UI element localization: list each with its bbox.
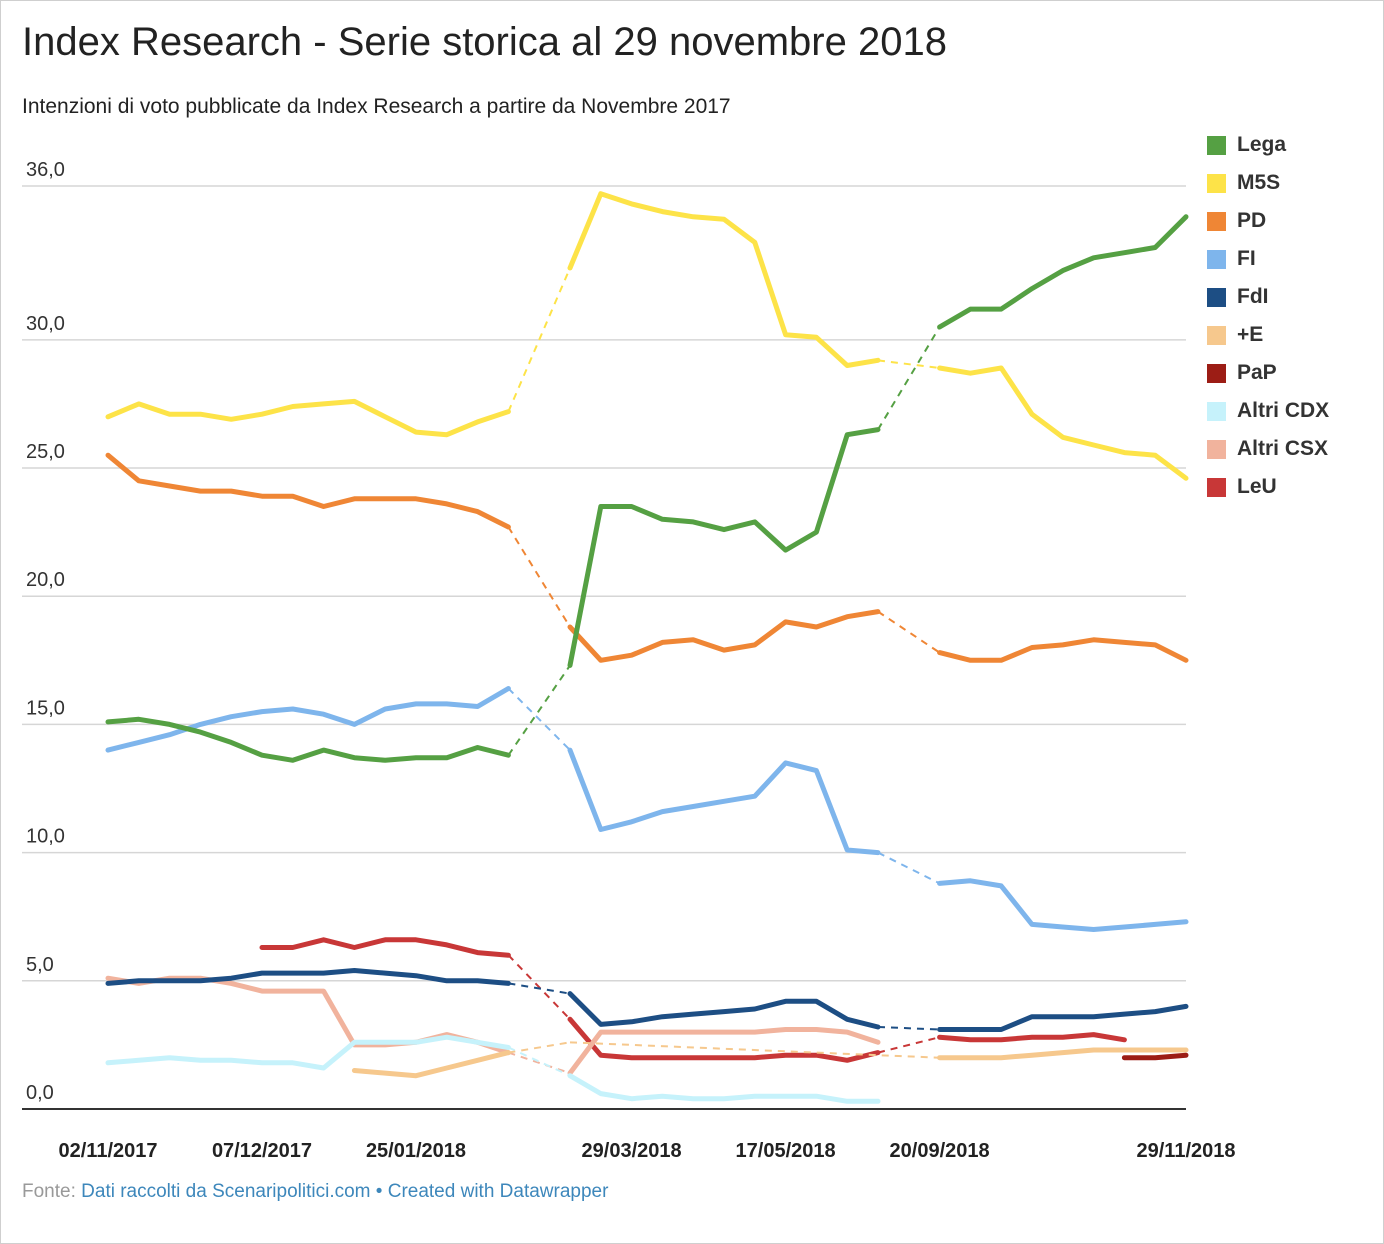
legend-item-altri-cdx: Altri CDX <box>1207 392 1377 430</box>
series-line-leu <box>259 937 511 958</box>
footer-separator: • <box>375 1181 383 1202</box>
series-line-e <box>351 1050 511 1079</box>
series-gap-connector-m5s <box>877 359 940 370</box>
series-gap-connector-pd <box>877 610 941 654</box>
legend-swatch <box>1207 249 1226 269</box>
series-gap-connector-fi <box>507 687 571 751</box>
legend-swatch <box>1207 439 1226 459</box>
legend-swatch <box>1207 173 1226 193</box>
series-line-altri-cdx <box>105 1034 511 1071</box>
series-gap-connector-altri-csx <box>508 1051 571 1075</box>
series-line-pap <box>1121 1052 1189 1061</box>
y-axis-ticks: 0,0 5,0 10,0 15,0 20,0 25,0 30,0 36,0 <box>26 159 65 1104</box>
legend: Lega M5S PD FI FdI +E PaP Altri CDX Altri CSX LeU <box>1207 126 1377 506</box>
legend-swatch <box>1207 287 1226 307</box>
series-line-altri-cdx <box>567 1073 881 1104</box>
series-line-lega <box>937 214 1189 330</box>
x-tick-label: 20/09/2018 <box>890 1140 990 1162</box>
legend-label: M5S <box>1237 171 1281 194</box>
series-line-fdi <box>937 1003 1189 1032</box>
series-line-leu <box>567 1016 881 1063</box>
series-line-lega <box>567 427 881 668</box>
legend-item-pap: PaP <box>1207 354 1377 392</box>
datawrapper-link[interactable]: Created with Datawrapper <box>387 1181 609 1202</box>
series-line-altri-csx <box>567 1027 881 1076</box>
gridlines <box>22 185 1186 1110</box>
legend-item-fdi: FdI <box>1207 278 1377 316</box>
legend-item-e: +E <box>1207 316 1377 354</box>
series-line-m5s <box>567 191 881 368</box>
chart-subtitle: Intenzioni di voto pubblicate da Index R… <box>22 95 731 118</box>
series-gap-connector-fdi <box>508 982 571 995</box>
legend-label: LeU <box>1237 475 1277 498</box>
series-line-pd <box>567 609 881 663</box>
x-tick-label: 17/05/2018 <box>736 1140 836 1162</box>
legend-label: FI <box>1237 247 1256 270</box>
legend-swatch <box>1207 477 1226 497</box>
legend-item-lega: Lega <box>1207 126 1377 164</box>
series-line-lega <box>105 716 511 763</box>
series-line-e <box>937 1047 1189 1061</box>
series-gap-connector-e <box>508 1041 571 1054</box>
series-gap-connector-e <box>569 1041 940 1059</box>
series-line-altri-csx <box>105 975 511 1056</box>
series-line-fdi <box>105 968 511 986</box>
y-tick-label: 0,0 <box>26 1082 54 1104</box>
x-axis-ticks: 02/11/2017 07/12/2017 25/01/2018 29/03/2018… <box>59 1140 1236 1162</box>
legend-item-m5s: M5S <box>1207 164 1377 202</box>
series-gap-connector-pd <box>507 526 571 628</box>
series-lines <box>105 191 1189 1104</box>
series-line-pd <box>105 452 511 530</box>
x-tick-label: 25/01/2018 <box>366 1140 466 1162</box>
series-gap-connector-fdi <box>877 1025 940 1031</box>
series-line-fdi <box>567 991 881 1030</box>
legend-label: FdI <box>1237 285 1269 308</box>
x-tick-label: 02/11/2017 <box>59 1140 158 1162</box>
legend-item-fi: FI <box>1207 240 1377 278</box>
legend-swatch <box>1207 401 1226 421</box>
legend-item-pd: PD <box>1207 202 1377 240</box>
y-tick-label: 20,0 <box>26 569 65 591</box>
series-line-leu <box>937 1032 1127 1043</box>
legend-label: Altri CDX <box>1237 399 1330 422</box>
x-tick-label: 29/11/2018 <box>1137 1140 1236 1162</box>
legend-label: Lega <box>1237 133 1287 156</box>
series-line-fi <box>567 747 881 856</box>
footer: Fonte: Dati raccolti da Scenaripolitici.… <box>22 1181 608 1203</box>
source-label: Fonte: <box>22 1181 76 1202</box>
series-line-pd <box>937 637 1189 663</box>
series-gap-connector-lega <box>877 326 941 431</box>
series-gap-connector-fi <box>877 851 941 885</box>
legend-label: PaP <box>1237 361 1277 384</box>
series-gap-connector-altri-cdx <box>507 1046 571 1077</box>
legend-swatch <box>1207 363 1226 383</box>
y-tick-label: 5,0 <box>26 954 54 976</box>
legend-item-leu: LeU <box>1207 468 1377 506</box>
y-tick-label: 10,0 <box>26 826 65 848</box>
series-gap-connector-m5s <box>507 267 571 413</box>
legend-swatch <box>1207 325 1226 345</box>
legend-label: PD <box>1237 209 1267 232</box>
legend-swatch <box>1207 211 1226 231</box>
series-line-m5s <box>937 365 1189 481</box>
series-line-m5s <box>105 398 511 438</box>
y-tick-label: 15,0 <box>26 697 65 719</box>
series-line-fi <box>105 686 511 753</box>
legend-label: +E <box>1237 323 1264 346</box>
series-gap-connector-leu <box>507 954 571 1020</box>
series-gap-connector-lega <box>507 664 571 756</box>
x-tick-label: 07/12/2017 <box>212 1140 312 1162</box>
chart-title: Index Research - Serie storica al 29 nov… <box>22 20 947 64</box>
series-gap-connector-leu <box>877 1036 940 1054</box>
series-line-fi <box>937 878 1189 932</box>
y-tick-label: 36,0 <box>26 159 65 181</box>
legend-label: Altri CSX <box>1237 437 1329 460</box>
y-tick-label: 30,0 <box>26 313 65 335</box>
x-tick-label: 29/03/2018 <box>582 1140 682 1162</box>
source-link[interactable]: Dati raccolti da Scenaripolitici.com <box>81 1181 371 1202</box>
legend-swatch <box>1207 135 1226 155</box>
y-tick-label: 25,0 <box>26 441 65 463</box>
legend-item-altri-csx: Altri CSX <box>1207 430 1377 468</box>
